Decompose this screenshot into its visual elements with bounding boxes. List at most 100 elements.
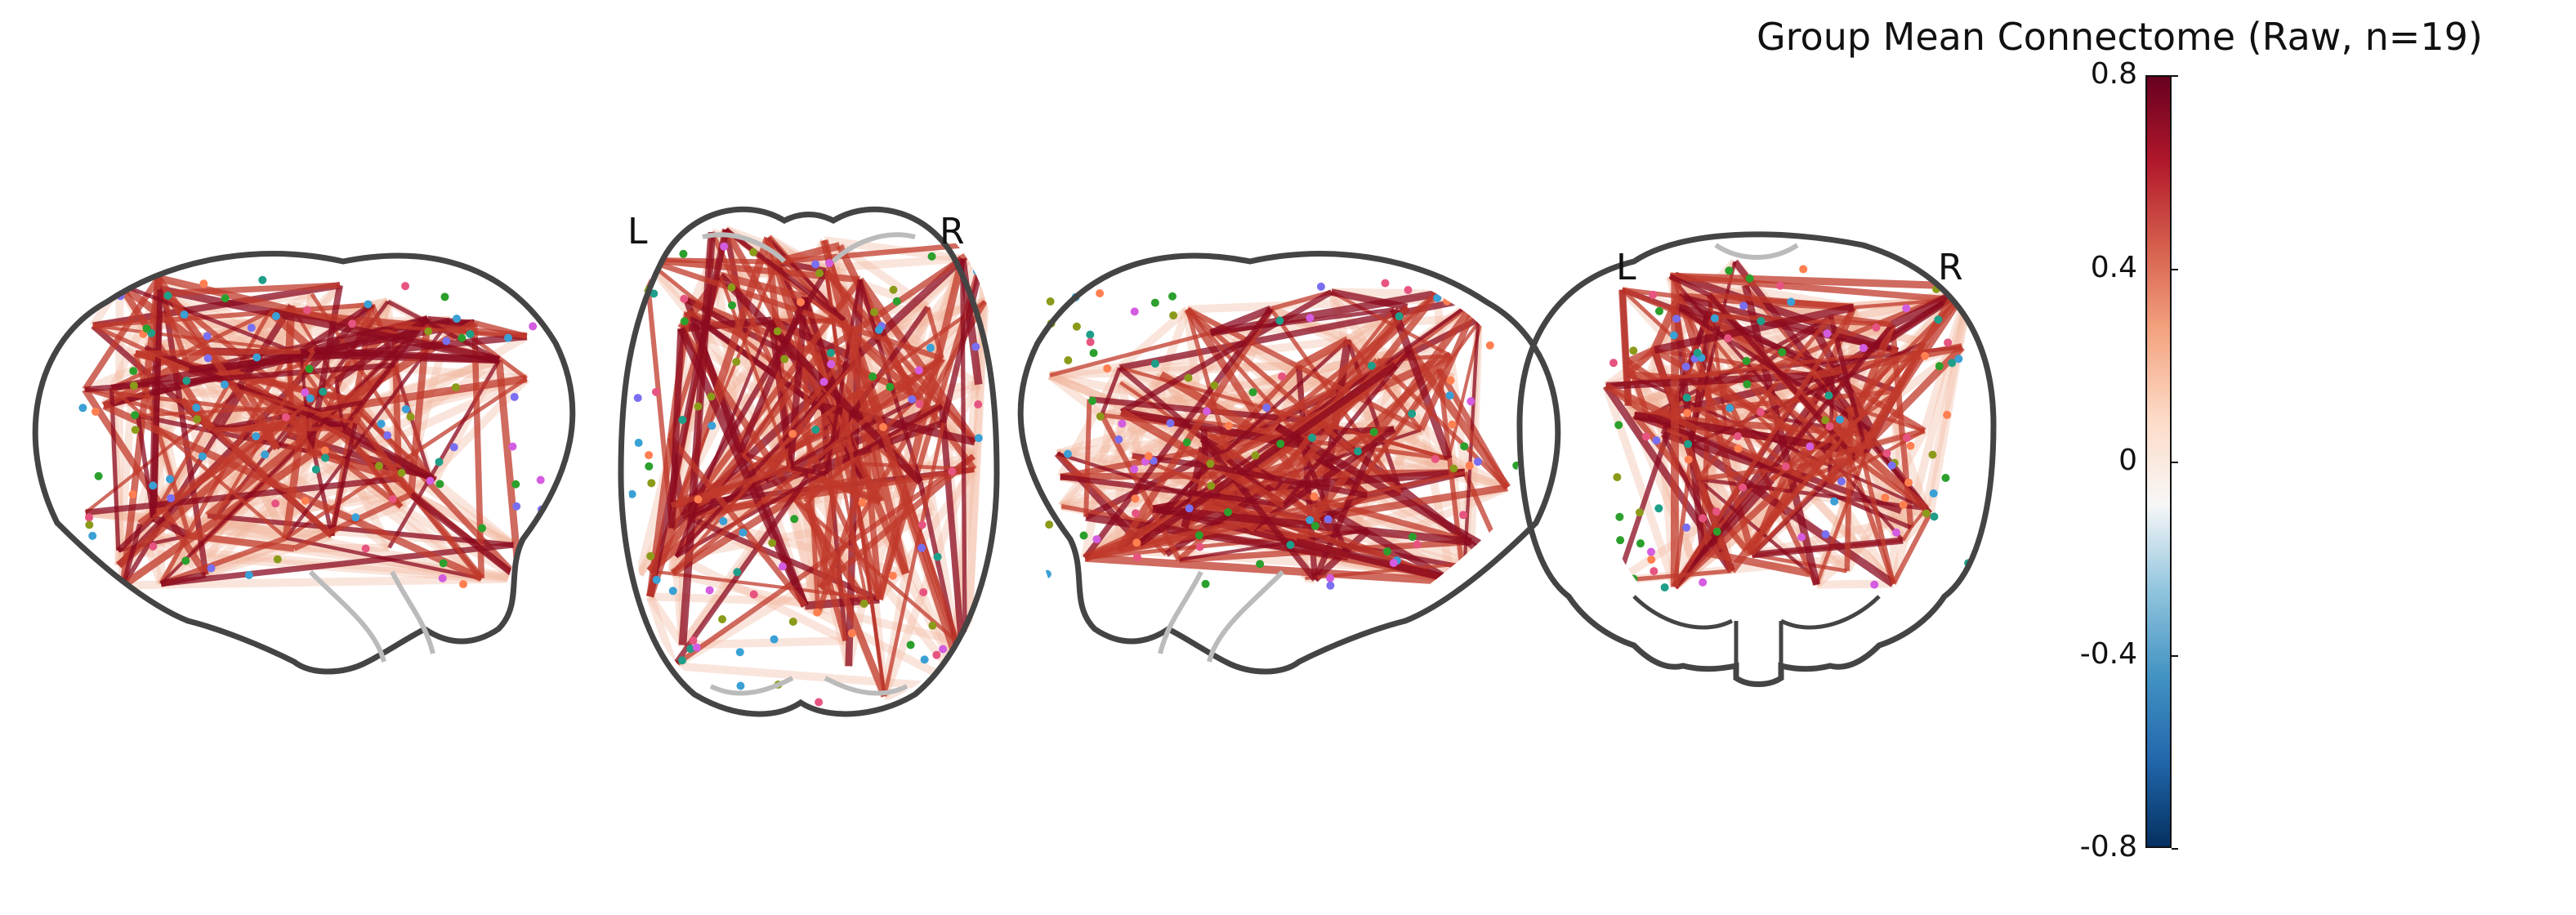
connectome-node — [91, 407, 100, 416]
connectome-node — [686, 645, 695, 654]
connectome-node — [261, 450, 270, 459]
connectivity-edge — [1269, 305, 1410, 489]
connectome-node — [1169, 311, 1178, 320]
connectivity-edge — [1297, 336, 1351, 370]
connectome-node — [1413, 540, 1422, 549]
connectome-node — [680, 294, 689, 303]
connectome-node — [207, 564, 216, 573]
connectome-node — [1367, 361, 1376, 370]
connectome-node — [727, 283, 736, 292]
connectome-node — [1710, 314, 1719, 323]
connectivity-edge — [302, 403, 437, 484]
connectivity-edge — [212, 350, 316, 521]
connectome-node — [1150, 359, 1159, 368]
connectome-node — [1906, 441, 1915, 450]
connectome-node — [539, 564, 548, 573]
connectome-node — [435, 458, 444, 466]
connectivity-edge — [159, 535, 288, 587]
connectome-node — [720, 242, 729, 251]
connectivity-edge — [1312, 440, 1378, 581]
connectome-node — [1929, 489, 1938, 498]
colorbar-tick-label: -0.4 — [2079, 636, 2137, 671]
connectome-node — [459, 580, 468, 589]
connectome-node — [1757, 317, 1766, 326]
connectome-node — [914, 366, 923, 375]
connectome-node — [1184, 373, 1193, 382]
connectivity-edge — [1708, 292, 1855, 310]
connectome-node — [1408, 409, 1417, 418]
connectome-node — [627, 632, 636, 641]
connectome-node — [1275, 316, 1284, 325]
connectivity-edge — [1922, 285, 1974, 510]
connectome-node — [692, 643, 701, 652]
connectome-node — [1887, 461, 1896, 470]
connectome-node — [815, 269, 824, 278]
connectome-node — [1660, 583, 1669, 592]
connectome-node — [510, 392, 519, 401]
connectivity-edge — [856, 277, 978, 444]
connectome-node — [1821, 416, 1830, 425]
connectome-node — [374, 462, 383, 471]
connectome-node — [928, 621, 937, 630]
connectome-node — [536, 475, 545, 484]
connectivity-edge — [1083, 306, 1274, 560]
connectome-node — [1306, 516, 1315, 524]
connectome-node — [401, 282, 410, 291]
connectivity-edge — [160, 571, 207, 587]
connectome-node — [1369, 427, 1378, 436]
connectivity-edge — [160, 292, 209, 575]
connectome-node — [645, 451, 654, 460]
connectome-node — [1712, 507, 1721, 516]
connectome-node — [458, 333, 467, 342]
connectome-node — [439, 559, 448, 568]
connectivity-edge — [135, 348, 301, 357]
connectome-node — [1201, 579, 1210, 588]
connectome-node — [1132, 538, 1141, 547]
connectivity-edge — [671, 358, 859, 574]
connectome-node — [1902, 304, 1911, 313]
connectivity-edge — [495, 359, 523, 579]
connectivity-edge — [292, 491, 413, 551]
sagittal-left-outline — [32, 251, 576, 675]
connectivity-edge — [136, 415, 156, 519]
connectome-node — [1649, 290, 1658, 299]
connectivity-edge — [1828, 315, 1868, 454]
connectome-node — [1324, 515, 1333, 524]
connectome-node — [1203, 407, 1212, 416]
connectivity-edge — [163, 282, 341, 297]
connectome-node — [668, 587, 677, 596]
connectome-node — [1433, 293, 1442, 302]
connectome-node — [1256, 560, 1265, 569]
connectivity-edge — [1891, 511, 1933, 585]
connectivity-edge — [121, 523, 143, 587]
connectome-node — [1922, 509, 1931, 518]
connectome-node — [1089, 349, 1098, 358]
sagittal-left-inner — [308, 569, 435, 663]
connectome-node — [892, 297, 901, 306]
connectome-node — [1902, 433, 1911, 442]
connectome-node — [94, 471, 103, 480]
connectome-node — [879, 422, 888, 431]
connectivity-edge — [150, 289, 163, 518]
connectome-node — [1756, 408, 1765, 417]
connectome-node — [652, 387, 661, 396]
connectivity-edge — [1815, 452, 1868, 586]
connectivity-edge — [158, 356, 502, 587]
axial-outline — [618, 206, 1000, 717]
connectome-node — [258, 275, 267, 284]
connectome-node — [847, 629, 856, 638]
connectivity-edge — [231, 386, 356, 426]
connectome-node — [815, 698, 824, 707]
connectome-node — [1118, 419, 1127, 428]
connectivity-edge — [960, 258, 968, 689]
connectome-node — [220, 380, 229, 389]
connectome-node — [917, 543, 926, 552]
connectome-node — [1465, 461, 1474, 470]
connectivity-edge — [882, 422, 946, 697]
connectome-node — [1195, 542, 1204, 551]
connectome-node — [788, 429, 797, 438]
connectome-node — [971, 342, 980, 351]
connectome-node — [859, 599, 868, 608]
connectome-node — [1408, 533, 1417, 542]
connectome-node — [406, 413, 415, 422]
